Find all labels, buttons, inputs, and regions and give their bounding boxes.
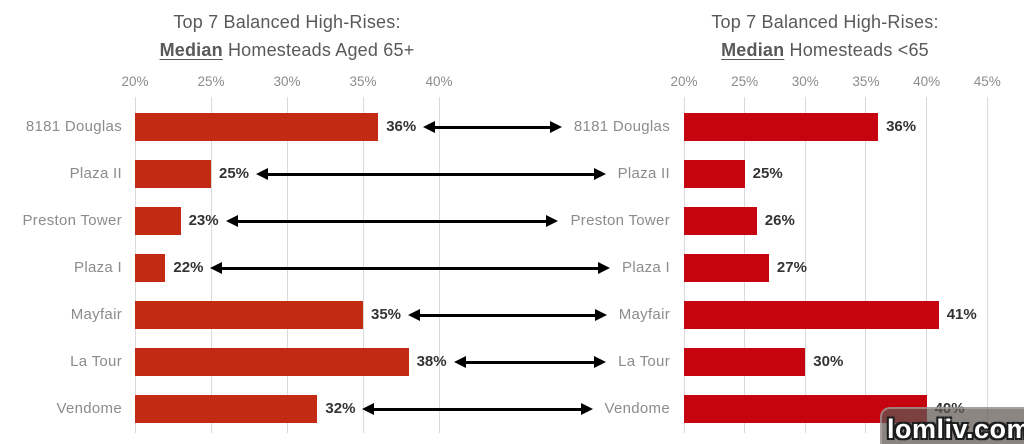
arrowhead-right-icon [595, 309, 607, 321]
axis-tick-label: 35% [852, 74, 880, 89]
axis-tick-label: 40% [425, 74, 453, 89]
arrowhead-left-icon [226, 215, 238, 227]
category-label: 8181 Douglas [25, 118, 122, 135]
left-chart-bar [135, 207, 181, 235]
connector-arrow-line [367, 408, 588, 411]
left-chart-title-rest: Homesteads Aged 65+ [222, 40, 415, 60]
gridline [986, 97, 988, 433]
left-chart-bar [135, 301, 363, 329]
value-label: 30% [813, 353, 844, 370]
arrowhead-right-icon [594, 168, 606, 180]
axis-tick-label: 30% [273, 74, 301, 89]
connector-arrow [256, 168, 606, 180]
value-label: 25% [752, 165, 783, 182]
category-label: Plaza I [622, 259, 670, 276]
value-label: 26% [764, 212, 795, 229]
right-chart-bar [684, 113, 879, 141]
gridline [362, 97, 364, 433]
gridline [804, 97, 806, 433]
right-chart-bar [684, 160, 745, 188]
connector-arrow [210, 262, 610, 274]
category-label: Mayfair [70, 306, 122, 323]
arrowhead-right-icon [546, 215, 558, 227]
category-label: Mayfair [618, 306, 670, 323]
value-label: 36% [386, 118, 417, 135]
connector-arrow [408, 309, 607, 321]
connector-arrow-line [428, 126, 557, 129]
axis-tick-label: 30% [791, 74, 819, 89]
left-chart-bar [135, 395, 318, 423]
category-label: Vendome [56, 400, 122, 417]
right-chart-bar [684, 301, 939, 329]
category-label: Plaza II [69, 165, 122, 182]
value-label: 35% [371, 306, 402, 323]
connector-arrow [362, 403, 593, 415]
right-chart-title: Top 7 Balanced High-Rises: Median Homest… [655, 8, 995, 64]
right-chart-bar [684, 254, 769, 282]
gridline [865, 97, 867, 433]
connector-arrow-line [413, 314, 602, 317]
value-label: 27% [776, 259, 807, 276]
category-label: La Tour [618, 353, 670, 370]
category-label: La Tour [70, 353, 122, 370]
connector-arrow [226, 215, 558, 227]
arrowhead-right-icon [581, 403, 593, 415]
axis-tick-label: 20% [670, 74, 698, 89]
right-chart-title-emphasis: Median [721, 40, 785, 60]
value-label: 23% [188, 212, 219, 229]
connector-arrow-line [231, 220, 553, 223]
left-chart-title-line1: Top 7 Balanced High-Rises: [173, 12, 401, 32]
right-chart-title-rest: Homesteads <65 [784, 40, 929, 60]
connector-arrow [423, 121, 562, 133]
arrowhead-left-icon [408, 309, 420, 321]
left-chart-bar [135, 254, 166, 282]
category-label: 8181 Douglas [573, 118, 670, 135]
category-label: Vendome [604, 400, 670, 417]
right-chart-title-line1: Top 7 Balanced High-Rises: [711, 12, 939, 32]
category-label: Plaza I [74, 259, 122, 276]
axis-tick-label: 20% [121, 74, 149, 89]
connector-arrow-line [459, 361, 601, 364]
value-label: 38% [416, 353, 447, 370]
gridline [286, 97, 288, 433]
arrowhead-right-icon [598, 262, 610, 274]
left-chart-title-emphasis: Median [159, 40, 223, 60]
right-chart-bar [684, 348, 806, 376]
left-chart-bar [135, 113, 379, 141]
value-label: 22% [173, 259, 204, 276]
arrowhead-left-icon [454, 356, 466, 368]
connector-arrow-line [215, 267, 605, 270]
axis-tick-label: 40% [913, 74, 941, 89]
axis-tick-label: 25% [197, 74, 225, 89]
arrowhead-left-icon [423, 121, 435, 133]
value-label: 41% [946, 306, 977, 323]
arrowhead-right-icon [594, 356, 606, 368]
category-label: Plaza II [617, 165, 670, 182]
left-chart-title-line2: Median Homesteads Aged 65+ [117, 36, 457, 64]
gridline [438, 97, 440, 433]
gridline [926, 97, 928, 433]
value-label: 25% [219, 165, 250, 182]
left-chart-bar [135, 160, 211, 188]
axis-tick-label: 25% [731, 74, 759, 89]
right-chart-title-line2: Median Homesteads <65 [655, 36, 995, 64]
value-label: 32% [325, 400, 356, 417]
arrowhead-left-icon [256, 168, 268, 180]
category-label: Preston Tower [22, 212, 122, 229]
arrowhead-right-icon [550, 121, 562, 133]
category-label: Preston Tower [570, 212, 670, 229]
arrowhead-left-icon [210, 262, 222, 274]
left-chart-title: Top 7 Balanced High-Rises: Median Homest… [117, 8, 457, 64]
left-chart-bar [135, 348, 409, 376]
connector-arrow [454, 356, 606, 368]
axis-tick-label: 35% [349, 74, 377, 89]
right-chart-bar [684, 207, 757, 235]
value-label: 36% [886, 118, 917, 135]
axis-tick-label: 45% [973, 74, 1001, 89]
arrowhead-left-icon [362, 403, 374, 415]
watermark: lomliv.com [880, 407, 1024, 444]
connector-arrow-line [261, 173, 601, 176]
watermark-text: lomliv.com [886, 413, 1024, 444]
